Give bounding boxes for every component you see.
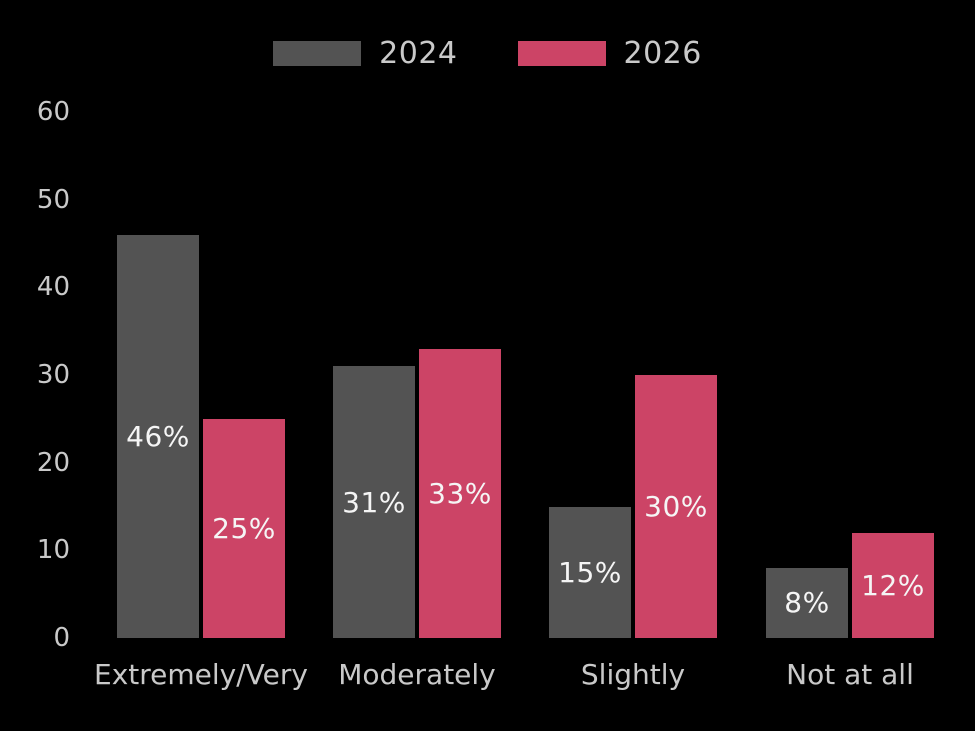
x-axis-category-label: Slightly (580, 658, 686, 691)
y-axis-tick-label: 50 (36, 184, 70, 215)
chart-legend: 2024 2026 (0, 36, 975, 71)
bar-2024-Moderately: 31% (333, 366, 415, 638)
bar-value-label: 30% (644, 490, 708, 523)
bar-2026-Moderately: 33% (419, 348, 501, 638)
bar-value-label: 8% (784, 586, 830, 620)
bar-value-label: 31% (342, 485, 406, 519)
legend-label: 2026 (623, 36, 702, 71)
bar-2024-Slightly: 15% (549, 506, 631, 638)
y-axis-tick-label: 30 (36, 360, 70, 390)
bar-value-label: 25% (212, 511, 276, 545)
bar-2024-Extremely/Very: 46% (117, 234, 199, 638)
legend-label: 2024 (379, 36, 458, 71)
legend-swatch-icon (517, 41, 606, 66)
legend-item-2024: 2024 (273, 36, 457, 71)
bar-value-label: 33% (428, 476, 492, 510)
bar-2026-Not at all: 12% (852, 532, 934, 638)
x-axis-category-label: Not at all (786, 658, 914, 691)
y-axis-tick-label: 40 (36, 272, 70, 303)
bar-2026-Slightly: 30% (635, 375, 717, 638)
bar-value-label: 46% (126, 419, 190, 453)
x-axis-category-label: Extremely/Very (94, 658, 308, 691)
x-axis-category-label: Moderately (338, 658, 496, 691)
y-axis-tick-label: 0 (53, 623, 70, 653)
y-axis-tick-label: 10 (36, 535, 70, 566)
y-axis-tick-label: 60 (36, 97, 70, 127)
bar-2024-Not at all: 8% (766, 567, 848, 638)
bar-value-label: 12% (861, 568, 925, 602)
bar-2026-Extremely/Very: 25% (203, 418, 285, 638)
legend-item-2026: 2026 (517, 36, 702, 71)
bar-value-label: 15% (558, 555, 622, 589)
legend-swatch-icon (273, 41, 362, 66)
y-axis-tick-label: 20 (36, 447, 70, 478)
